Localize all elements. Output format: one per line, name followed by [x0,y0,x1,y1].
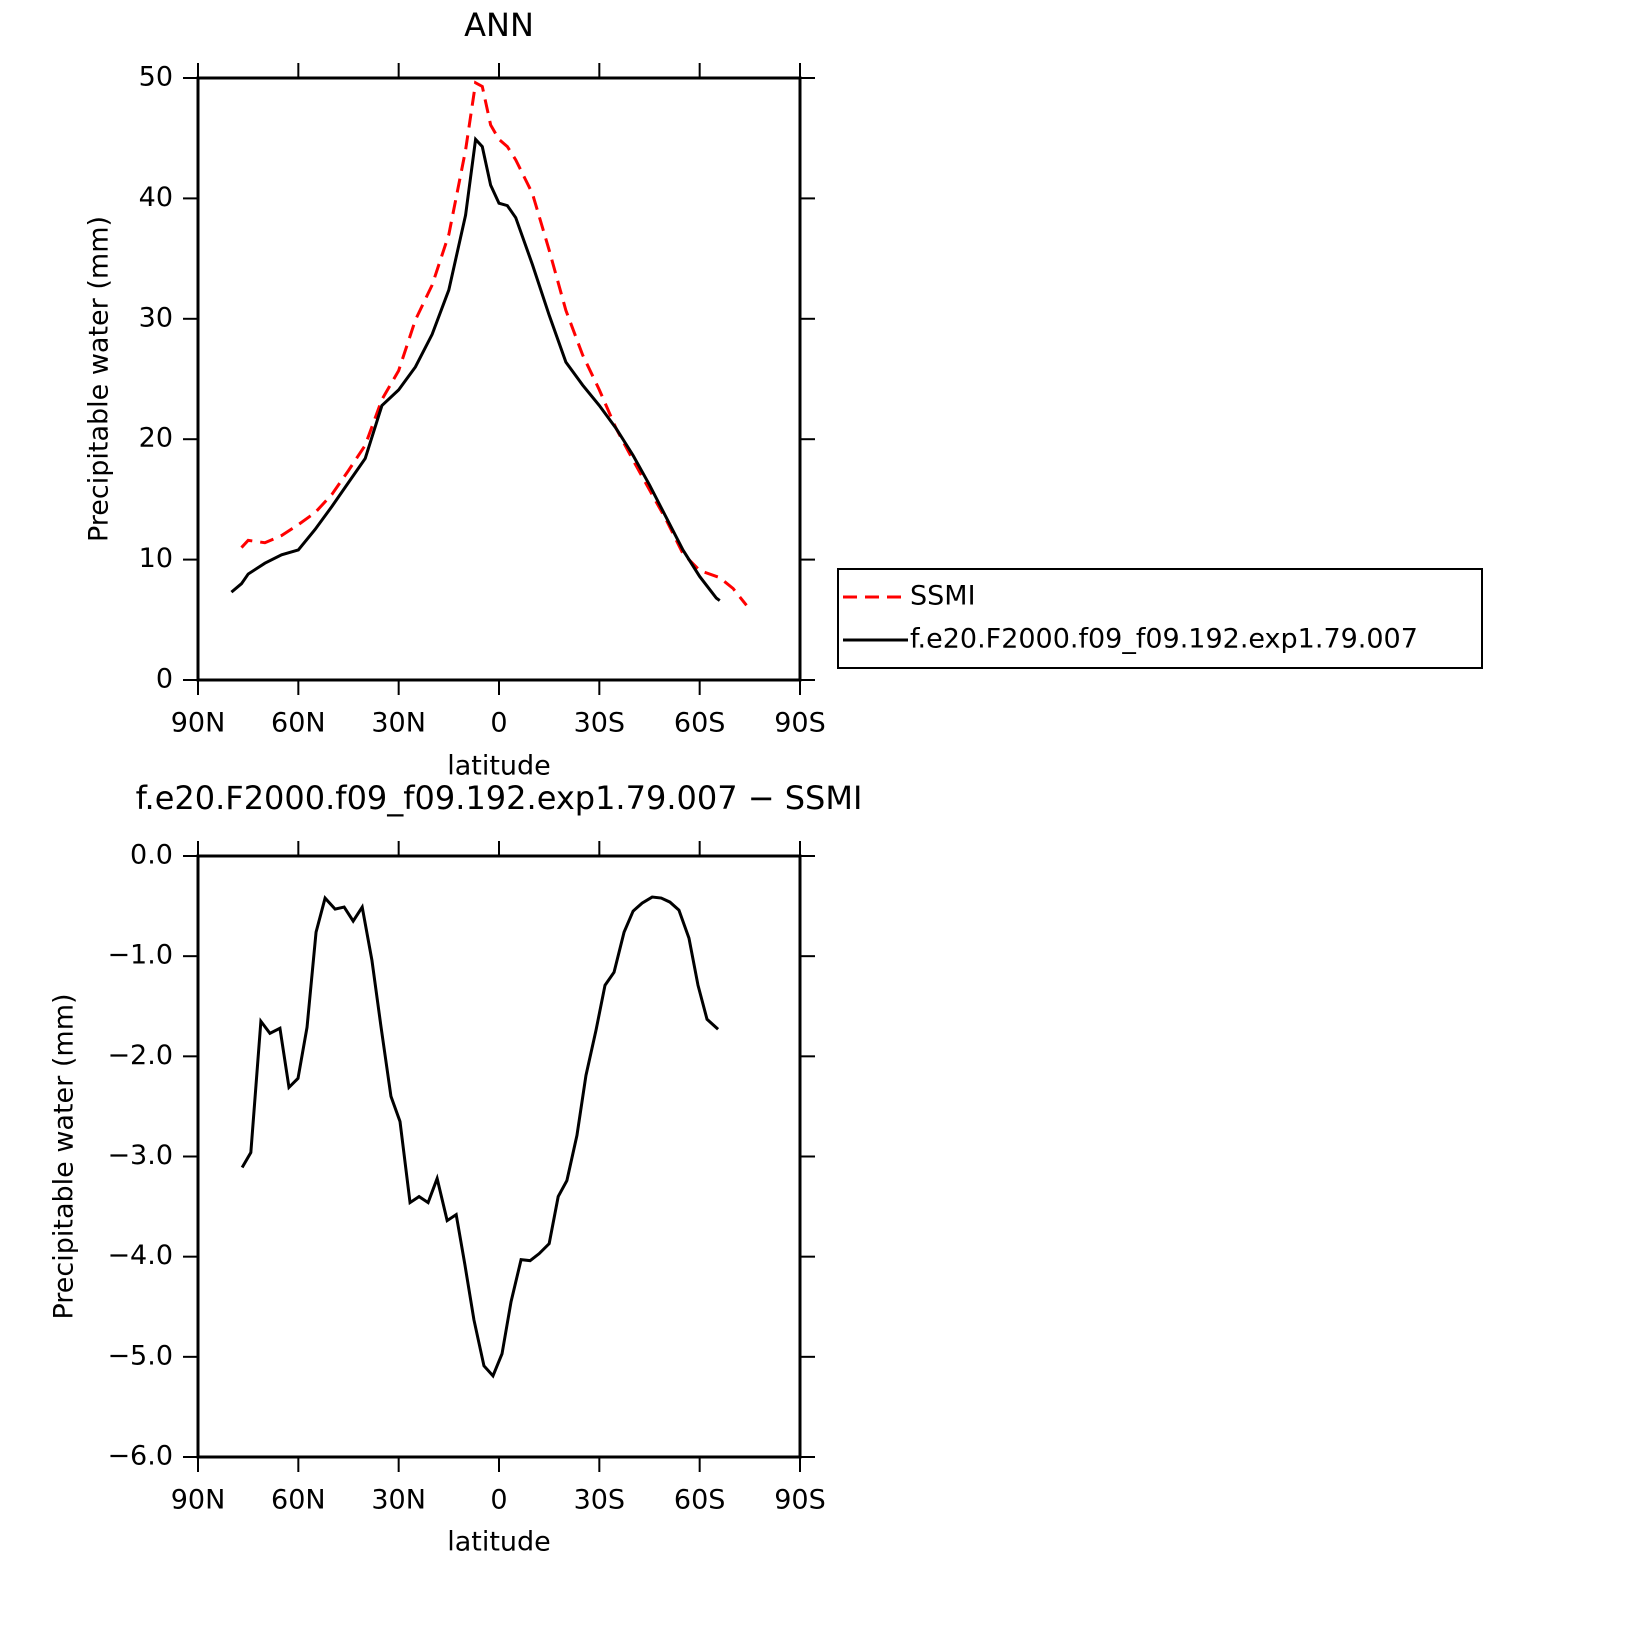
x-tick-label: 30S [574,1485,626,1516]
legend-label: f.e20.F2000.f09_f09.192.exp1.79.007 [910,624,1418,655]
legend-label: SSMI [910,581,976,612]
y-tick-label: 10 [139,543,173,574]
y-axis-label: Precipitable water (mm) [84,216,115,542]
x-tick-label: 30S [574,708,626,739]
chart-title: ANN [464,6,534,44]
plot-frame [196,854,802,1459]
x-tick-label: 60N [271,708,326,739]
x-tick-label: 60N [271,1485,326,1516]
x-tick-label: 30N [371,1485,426,1516]
x-tick-label: 0 [490,708,507,739]
y-tick-label: −3.0 [107,1140,173,1171]
data-line [240,895,720,1379]
y-tick-label: 0 [156,664,173,695]
y-tick-label: 30 [139,302,173,333]
y-tick-label: 50 [139,62,173,93]
x-tick-label: 0 [490,1485,507,1516]
legend-box [837,568,1483,669]
x-tick-label: 60S [674,1485,726,1516]
x-tick-label: 90N [171,1485,226,1516]
y-tick-label: −5.0 [107,1340,173,1371]
y-tick-label: −2.0 [107,1040,173,1071]
x-tick-label: 30N [371,708,426,739]
x-tick-label: 90S [774,1485,826,1516]
y-tick-label: −1.0 [107,940,173,971]
y-tick-label: 40 [139,182,173,213]
y-tick-label: 20 [139,423,173,454]
y-tick-label: 0.0 [130,840,173,871]
x-axis-label: latitude [447,1527,551,1558]
data-line [230,136,721,602]
y-tick-label: −4.0 [107,1240,173,1271]
x-tick-label: 60S [674,708,726,739]
chart-title: f.e20.F2000.f09_f09.192.exp1.79.007 − SS… [136,779,863,817]
y-axis-label: Precipitable water (mm) [49,993,80,1319]
x-tick-label: 90S [774,708,826,739]
x-tick-label: 90N [171,708,226,739]
y-tick-label: −6.0 [107,1441,173,1472]
x-axis-label: latitude [447,751,551,782]
